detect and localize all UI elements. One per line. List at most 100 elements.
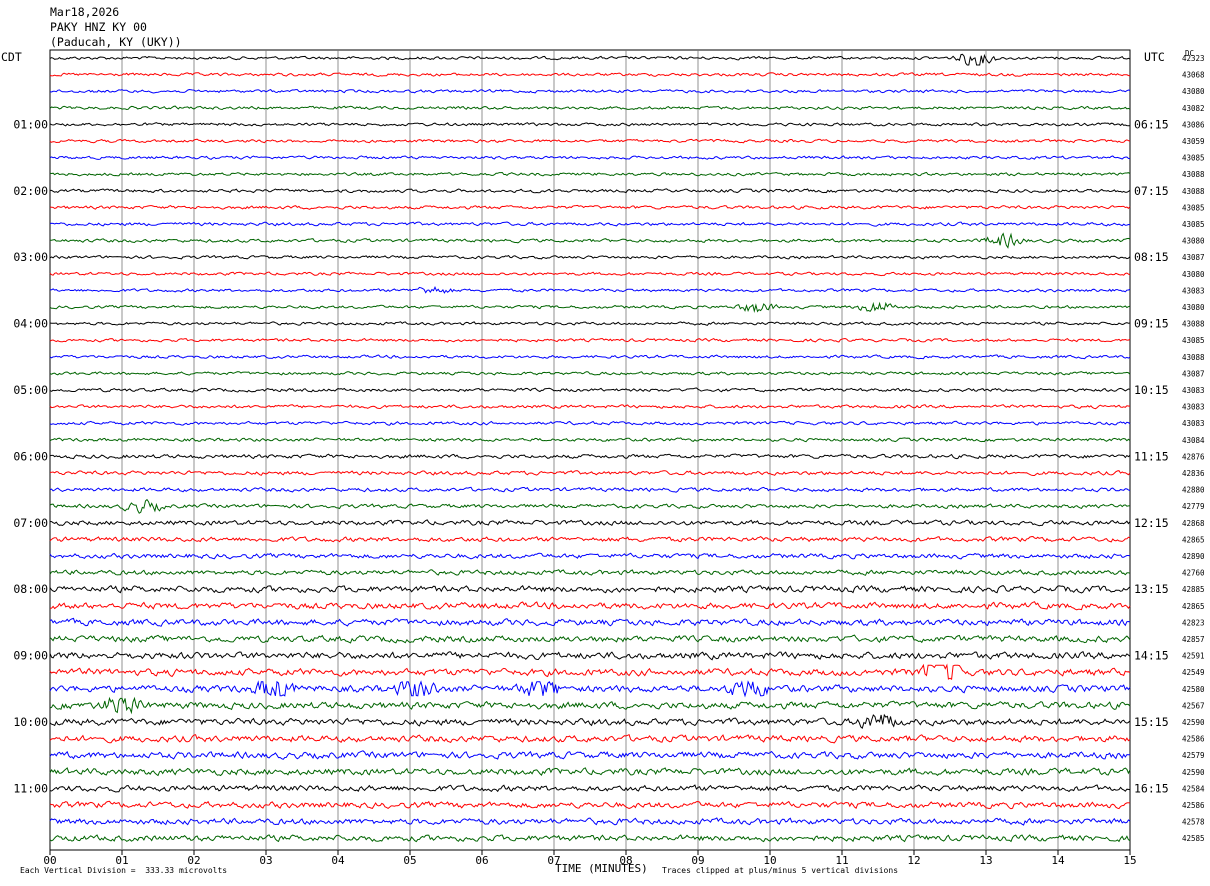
dc-offset-label: 43059 — [1182, 137, 1205, 146]
dc-offset-label: 43085 — [1182, 154, 1205, 163]
cdt-time-label: 10:00 — [13, 715, 48, 729]
plot-frame — [49, 49, 1131, 851]
trace-line — [49, 354, 1131, 360]
trace-line — [49, 88, 1131, 94]
dc-offset-label: 42836 — [1182, 469, 1205, 478]
trace-line — [49, 767, 1131, 777]
trace-line — [49, 601, 1131, 611]
cdt-time-label: 08:00 — [13, 582, 48, 596]
trace-line — [49, 519, 1131, 527]
dc-offset-label: 43088 — [1182, 170, 1205, 179]
cdt-time-label: 07:00 — [13, 516, 48, 530]
trace-line — [49, 535, 1131, 543]
trace-line — [49, 155, 1131, 160]
chart-date: Mar18,2026 — [50, 5, 120, 19]
trace-line — [49, 498, 1131, 514]
x-tick-label: 13 — [979, 854, 992, 867]
x-tick-label: 09 — [691, 854, 704, 867]
dc-offset-label: 42590 — [1182, 718, 1205, 727]
scale-note: Each Vertical Division = 333.33 microvol… — [20, 866, 228, 875]
x-axis-title: TIME (MINUTES) — [555, 862, 648, 875]
trace-line — [49, 321, 1131, 326]
cdt-time-label: 05:00 — [13, 383, 48, 397]
trace-line — [49, 53, 1131, 66]
trace-line — [49, 254, 1131, 260]
dc-offset-label: 43083 — [1182, 403, 1205, 412]
utc-axis-label: UTC — [1144, 50, 1165, 64]
dc-offset-label: 42885 — [1182, 585, 1205, 594]
trace-line — [49, 663, 1131, 681]
trace-line — [49, 617, 1131, 627]
x-tick-label: 06 — [475, 854, 488, 867]
trace-line — [49, 72, 1131, 77]
dc-offset-label: 42868 — [1182, 519, 1205, 528]
dc-offset-label: 42586 — [1182, 801, 1205, 810]
dc-offset-label: 42890 — [1182, 552, 1205, 561]
dc-offset-label: 43083 — [1182, 386, 1205, 395]
x-tick-label: 00 — [43, 854, 56, 867]
x-tick-label: 15 — [1123, 854, 1136, 867]
utc-time-label: 16:15 — [1134, 781, 1169, 795]
dc-offset-label: 42823 — [1182, 618, 1205, 627]
x-tick-label: 08 — [619, 854, 632, 867]
trace-line — [49, 713, 1131, 729]
dc-offset-label: 43083 — [1182, 419, 1205, 428]
cdt-time-label: 01:00 — [13, 117, 48, 131]
dc-offset-label: 43087 — [1182, 253, 1205, 262]
trace-line — [49, 680, 1131, 698]
cdt-time-label: 11:00 — [13, 781, 48, 795]
dc-offset-label: 42323 — [1182, 54, 1205, 63]
dc-offset-label: 43087 — [1182, 369, 1205, 378]
dc-offset-label: 42779 — [1182, 502, 1205, 511]
x-tick-label: 02 — [187, 854, 200, 867]
dc-offset-label: 42580 — [1182, 685, 1205, 694]
dc-offset-label: 42586 — [1182, 735, 1205, 744]
plot-grid — [49, 49, 1131, 855]
trace-line — [49, 420, 1131, 426]
trace-line — [49, 750, 1130, 760]
x-tick-label: 04 — [331, 854, 345, 867]
trace-line — [49, 122, 1131, 127]
trace-line — [50, 232, 1131, 249]
trace-line — [49, 404, 1131, 410]
dc-offset-label: 43085 — [1182, 336, 1205, 345]
station-location: (Paducah, KY (UKY)) — [50, 35, 182, 49]
trace-line — [49, 784, 1131, 793]
trace-line — [49, 337, 1131, 343]
dc-offset-label: 42865 — [1182, 535, 1205, 544]
cdt-time-label: 06:00 — [13, 449, 48, 463]
cdt-time-label: 09:00 — [13, 649, 48, 663]
dc-offset-label: 42579 — [1182, 751, 1205, 760]
cdt-time-label: 03:00 — [13, 250, 48, 264]
x-tick-label: 12 — [907, 854, 920, 867]
dc-offset-label: 43085 — [1182, 220, 1205, 229]
trace-line — [49, 696, 1131, 715]
trace-line — [49, 486, 1131, 493]
trace-line — [49, 271, 1131, 277]
dc-offset-label: 42760 — [1182, 569, 1205, 578]
dc-offset-label: 43088 — [1182, 187, 1205, 196]
clip-note: Traces clipped at plus/minus 5 vertical … — [662, 866, 899, 875]
dc-offset-label: 43086 — [1182, 120, 1205, 129]
dc-offset-label: 43084 — [1182, 436, 1205, 445]
axis-labels: 00 01 02 03 04 05 06 07 08 09 10 11 12 13 14 15 42323 430… — [1, 49, 1205, 867]
dc-offset-label: 42865 — [1182, 602, 1205, 611]
dc-offset-label: 42578 — [1182, 818, 1205, 827]
dc-header-label: DC — [1185, 49, 1194, 58]
utc-time-label: 14:15 — [1134, 649, 1169, 663]
utc-time-label: 12:15 — [1134, 516, 1169, 530]
trace-line — [49, 138, 1131, 144]
dc-offset-label: 43085 — [1182, 203, 1205, 212]
trace-line — [49, 437, 1131, 443]
trace-line — [49, 453, 1131, 460]
trace-line — [49, 734, 1131, 744]
dc-offset-label: 43080 — [1182, 87, 1205, 96]
dc-offset-label: 43088 — [1182, 320, 1205, 329]
utc-time-label: 13:15 — [1134, 582, 1169, 596]
trace-line — [49, 552, 1131, 560]
dc-offset-label: 43080 — [1182, 237, 1205, 246]
dc-offset-label: 42591 — [1182, 652, 1205, 661]
trace-line — [49, 800, 1131, 810]
dc-offset-label: 43080 — [1182, 303, 1205, 312]
trace-line — [49, 371, 1131, 376]
